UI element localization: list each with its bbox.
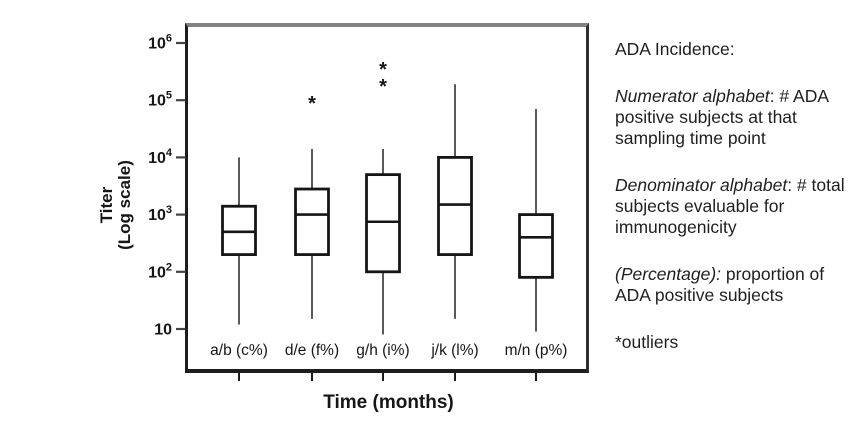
legend-item-denominator-term: Denominator alphabet xyxy=(615,175,788,195)
y-tick-label: 10 xyxy=(154,322,172,339)
legend-item-percentage-term: (Percentage): xyxy=(615,264,722,284)
box-group-3: ** g/h (i%) xyxy=(356,59,410,381)
outlier-star: * xyxy=(379,76,387,98)
legend-outlier-note: *outliers xyxy=(615,332,679,352)
y-tick-label: 104 xyxy=(148,147,173,167)
legend-item-numerator: Numerator alphabet: # ADA positive subje… xyxy=(615,86,853,149)
x-axis-title: Time (months) xyxy=(323,392,454,413)
y-tick-label: 105 xyxy=(148,90,172,110)
legend-item-percentage: (Percentage): proportion of ADA positive… xyxy=(615,264,853,306)
outlier-star: * xyxy=(308,93,316,115)
legend-title: ADA Incidence: xyxy=(615,39,735,59)
legend-item-denominator-desc: : # total subjects evaluable for immunog… xyxy=(615,175,845,237)
box-group-5: m/n (p%) xyxy=(505,109,568,381)
box-rect xyxy=(294,187,330,256)
category-label: j/k (l%) xyxy=(430,342,478,359)
category-label: g/h (i%) xyxy=(356,342,409,359)
legend-item-percentage-desc: proportion of ADA positive subjects xyxy=(615,264,825,305)
category-label: d/e (f%) xyxy=(285,342,339,359)
y-tick-label: 106 xyxy=(148,33,172,53)
box-rect xyxy=(365,173,401,274)
y-tick-label: 103 xyxy=(148,204,172,224)
outlier-star: * xyxy=(379,59,387,81)
box-rect xyxy=(437,155,473,256)
box-group-2: * d/e (f%) xyxy=(285,93,339,381)
box-group-4: j/k (l%) xyxy=(430,84,479,381)
legend-item-denominator: Denominator alphabet: # total subjects e… xyxy=(615,175,853,238)
legend-panel: ADA Incidence: Numerator alphabet: # ADA… xyxy=(615,39,853,379)
category-label: a/b (c%) xyxy=(210,342,268,359)
box-rect xyxy=(221,204,257,256)
y-tick-label: 102 xyxy=(148,261,172,281)
legend-item-numerator-desc: : # ADA positive subjects at that sampli… xyxy=(615,86,829,148)
box-rect xyxy=(518,213,554,279)
legend-item-numerator-term: Numerator alphabet xyxy=(615,86,770,106)
category-label: m/n (p%) xyxy=(505,342,568,359)
box-group-1: a/b (c%) xyxy=(210,157,268,381)
